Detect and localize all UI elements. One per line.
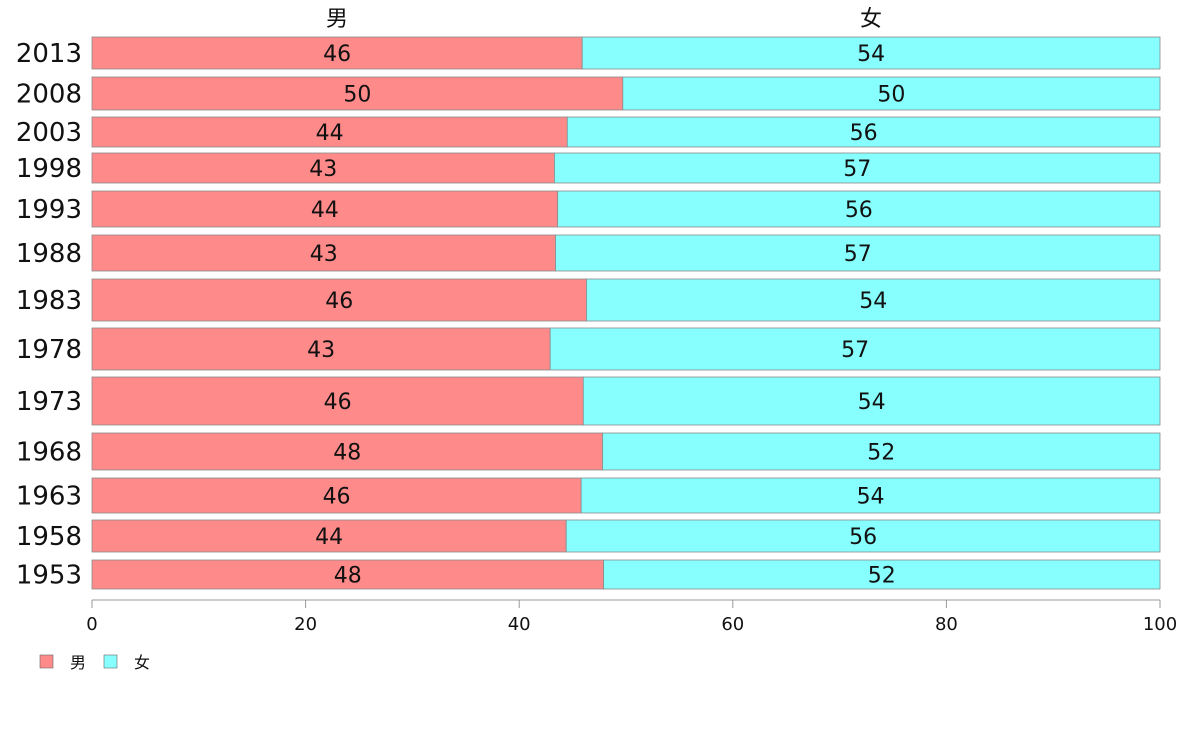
bar-female-2008 bbox=[622, 76, 1161, 111]
bar-label-female-1983: 54 bbox=[859, 289, 887, 314]
bar-label-male-1993: 44 bbox=[311, 198, 339, 223]
bar-label-female-1963: 54 bbox=[857, 485, 885, 510]
bar-female-1993 bbox=[557, 190, 1161, 228]
bar-male-1953 bbox=[91, 559, 604, 590]
bar-male-2008 bbox=[91, 76, 624, 111]
bar-female-1963 bbox=[580, 477, 1161, 514]
bar-label-male-1978: 43 bbox=[307, 338, 335, 363]
bar-label-male-1968: 48 bbox=[333, 441, 361, 466]
legend-swatch-male bbox=[39, 654, 54, 669]
bar-label-female-1998: 57 bbox=[843, 157, 871, 182]
column-header-female: 女 bbox=[860, 7, 882, 32]
legend-label-male: 男 bbox=[70, 653, 86, 672]
year-label-1983: 1983 bbox=[16, 286, 82, 316]
bar-male-1998 bbox=[91, 152, 555, 184]
bar-male-1978 bbox=[91, 327, 551, 371]
bar-label-male-2013: 46 bbox=[323, 42, 351, 67]
bar-female-1973 bbox=[582, 376, 1161, 426]
bar-female-1988 bbox=[555, 234, 1161, 272]
bar-male-1958 bbox=[91, 519, 567, 553]
bar-male-1993 bbox=[91, 190, 559, 228]
bar-female-1998 bbox=[554, 152, 1161, 184]
bar-male-1983 bbox=[91, 278, 587, 322]
x-tick-label-100: 100 bbox=[1143, 614, 1177, 635]
year-label-1968: 1968 bbox=[16, 438, 82, 468]
bar-label-male-1953: 48 bbox=[334, 564, 362, 589]
bar-label-female-2013: 54 bbox=[857, 42, 885, 67]
bar-female-1968 bbox=[602, 432, 1161, 471]
bar-label-male-1958: 44 bbox=[315, 525, 343, 550]
year-label-2013: 2013 bbox=[16, 39, 82, 69]
bar-female-2013 bbox=[581, 36, 1161, 70]
bar-label-female-1978: 57 bbox=[841, 338, 869, 363]
x-tick-label-60: 60 bbox=[721, 614, 744, 635]
year-label-2008: 2008 bbox=[16, 80, 82, 110]
year-label-1963: 1963 bbox=[16, 482, 82, 512]
year-label-1978: 1978 bbox=[16, 335, 82, 365]
bar-label-male-1973: 46 bbox=[324, 390, 352, 415]
bar-label-female-1988: 57 bbox=[844, 242, 872, 267]
bar-label-male-1988: 43 bbox=[310, 242, 338, 267]
legend: 男 女 bbox=[39, 653, 150, 672]
bars-group: 2013 46 54 2008 50 50 2003 44 56 1998 43 57 1993 44 56… bbox=[16, 36, 1161, 591]
bar-label-male-2003: 44 bbox=[316, 121, 344, 146]
bar-female-1958 bbox=[565, 519, 1161, 553]
legend-swatch-female bbox=[103, 654, 118, 669]
column-header-male: 男 bbox=[326, 7, 348, 32]
bar-label-male-1998: 43 bbox=[309, 157, 337, 182]
bar-female-1953 bbox=[603, 559, 1161, 590]
legend-label-female: 女 bbox=[134, 653, 150, 672]
bar-label-female-2008: 50 bbox=[877, 83, 905, 108]
bar-label-female-1968: 52 bbox=[867, 441, 895, 466]
year-label-1988: 1988 bbox=[16, 239, 82, 269]
bar-male-2013 bbox=[91, 36, 583, 70]
bar-label-female-2003: 56 bbox=[850, 121, 878, 146]
bar-label-female-1953: 52 bbox=[868, 564, 896, 589]
bar-female-1978 bbox=[549, 327, 1161, 371]
bar-label-male-1963: 46 bbox=[323, 485, 351, 510]
year-label-1958: 1958 bbox=[16, 522, 82, 552]
bar-female-2003 bbox=[566, 116, 1161, 148]
bar-male-2003 bbox=[91, 116, 568, 148]
bar-label-female-1973: 54 bbox=[858, 390, 886, 415]
x-tick-label-0: 0 bbox=[86, 614, 97, 635]
x-axis: 0 20 40 60 80 100 bbox=[86, 599, 1177, 635]
bar-label-male-2008: 50 bbox=[343, 83, 371, 108]
year-label-1953: 1953 bbox=[16, 561, 82, 591]
x-tick-label-80: 80 bbox=[935, 614, 958, 635]
year-label-1998: 1998 bbox=[16, 154, 82, 184]
bar-label-female-1993: 56 bbox=[845, 198, 873, 223]
bar-male-1963 bbox=[91, 477, 582, 514]
year-label-2003: 2003 bbox=[16, 118, 82, 148]
x-tick-label-40: 40 bbox=[508, 614, 531, 635]
bar-male-1973 bbox=[91, 376, 584, 426]
bar-label-female-1958: 56 bbox=[849, 525, 877, 550]
x-tick-label-20: 20 bbox=[294, 614, 317, 635]
bar-label-male-1983: 46 bbox=[325, 289, 353, 314]
year-label-1993: 1993 bbox=[16, 195, 82, 225]
year-label-1973: 1973 bbox=[16, 387, 82, 417]
bar-female-1983 bbox=[586, 278, 1161, 322]
bar-male-1968 bbox=[91, 432, 603, 471]
